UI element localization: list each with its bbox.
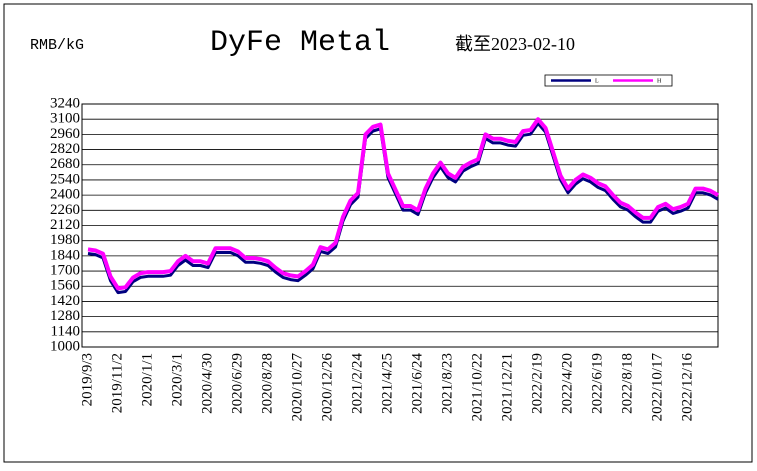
y-tick-label: 1140: [51, 323, 80, 339]
y-tick-label: 1280: [50, 308, 80, 324]
x-tick-label: 2021/2/24: [349, 353, 365, 414]
legend-label: H: [657, 78, 662, 84]
y-tick-label: 2680: [50, 156, 80, 172]
y-tick-label: 2260: [50, 202, 80, 218]
x-tick-label: 2022/4/20: [559, 353, 575, 414]
x-tick-label: 2020/4/30: [199, 353, 215, 414]
y-tick-label: 1840: [50, 247, 80, 263]
x-tick-label: 2022/10/17: [649, 353, 665, 422]
x-tick-label: 2021/6/24: [409, 353, 425, 414]
y-tick-label: 2820: [50, 141, 80, 157]
x-tick-label: 2020/6/29: [229, 353, 245, 414]
y-tick-label: 1700: [50, 263, 80, 279]
chart-title: DyFe Metal: [210, 26, 390, 60]
x-tick-label: 2020/3/1: [169, 353, 185, 406]
x-tick-label: 2022/12/16: [679, 353, 695, 422]
y-tick-label: 1420: [50, 293, 80, 309]
y-tick-label: 3100: [50, 111, 80, 127]
x-tick-label: 2020/12/26: [319, 353, 335, 422]
y-tick-label: 2400: [50, 187, 80, 203]
legend-box: [544, 74, 673, 87]
y-tick-label: 2540: [50, 171, 80, 187]
x-tick-label: 2022/8/18: [619, 353, 635, 414]
x-tick-label: 2020/1/1: [139, 353, 155, 406]
x-tick-label: 2022/6/19: [589, 353, 605, 414]
x-tick-label: 2021/12/21: [499, 353, 515, 421]
x-tick-label: 2022/2/19: [529, 353, 545, 414]
x-tick-label: 2020/8/28: [259, 353, 275, 414]
x-tick-label: 2021/4/25: [379, 353, 395, 414]
x-tick-label: 2019/9/3: [79, 353, 95, 406]
y-tick-label: 1000: [50, 338, 80, 354]
legend-label: L: [595, 78, 599, 84]
y-tick-label: 2960: [50, 126, 80, 142]
series-line: [87, 121, 719, 295]
x-tick-label: 2021/8/23: [439, 353, 455, 414]
x-tick-label: 2020/10/27: [289, 353, 305, 422]
y-tick-label: 2120: [50, 217, 80, 233]
y-tick-label: 3240: [50, 95, 80, 111]
chart-subtitle: 截至2023-02-10: [455, 34, 575, 54]
y-tick-label: 1980: [50, 232, 80, 248]
x-tick-label: 2019/11/2: [109, 353, 125, 413]
y-axis-label: RMB/kG: [30, 37, 84, 54]
x-tick-label: 2021/10/22: [469, 353, 485, 421]
y-tick-label: 1560: [50, 278, 80, 294]
series-line: [87, 117, 719, 291]
